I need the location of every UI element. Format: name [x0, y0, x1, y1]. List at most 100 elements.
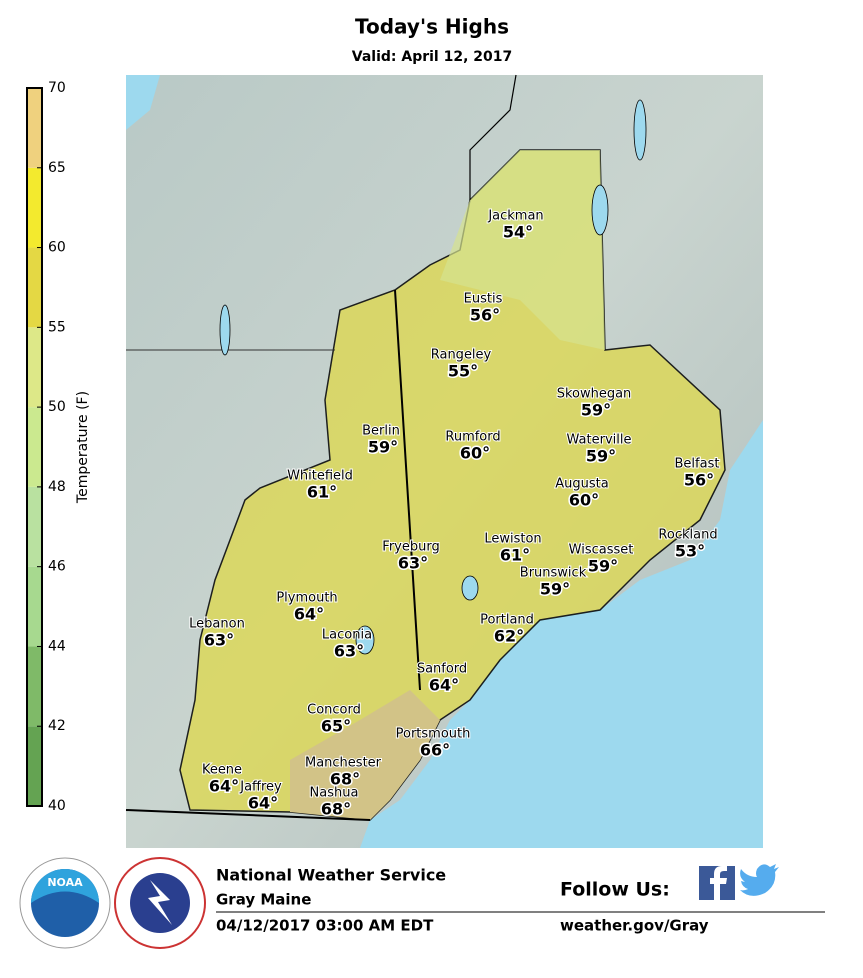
city-name: Concord — [307, 703, 361, 718]
city-temp: 63° — [398, 554, 428, 573]
city-name: Sanford — [417, 662, 467, 677]
city-name: Skowhegan — [557, 387, 632, 402]
city-name: Lewiston — [484, 532, 541, 547]
city-temp: 59° — [581, 401, 611, 420]
city-name: Jackman — [487, 209, 543, 224]
border — [469, 74, 517, 200]
city-temp: 63° — [204, 631, 234, 650]
colorbar-segment — [27, 167, 42, 248]
lake — [461, 575, 479, 601]
city-name: Belfast — [675, 457, 720, 472]
colorbar-tick-label: 42 — [48, 718, 66, 734]
city-labels: Jackman54°Eustis56°Rangeley55°Skowhegan5… — [188, 208, 720, 821]
colorbar-tick-label: 50 — [48, 399, 66, 415]
colorbar-tick-label: 70 — [48, 80, 66, 96]
city-temp: 64° — [248, 794, 278, 813]
colorbar-segment — [27, 407, 42, 487]
city-name: Augusta — [555, 477, 608, 492]
colorbar-segment — [27, 486, 42, 567]
colorbar-segment — [27, 247, 42, 328]
colorbar-frame — [26, 87, 43, 807]
city-temp: 55° — [448, 362, 478, 381]
city-temp: 53° — [675, 542, 705, 561]
state-line — [409, 529, 421, 691]
city-temp: 68° — [330, 770, 360, 789]
cool-area — [440, 150, 605, 350]
colorbar-segment — [27, 327, 42, 408]
city-temp: 63° — [334, 642, 364, 661]
city-temp: 56° — [684, 471, 714, 490]
city-name: Berlin — [362, 424, 400, 439]
noaa-logo-sky — [31, 869, 99, 903]
state-line — [125, 809, 371, 821]
city-name: Nashua — [310, 786, 359, 801]
city-temp: 60° — [460, 444, 490, 463]
colorbar-tick-label: 46 — [48, 559, 66, 575]
city-temp: 56° — [470, 306, 500, 325]
city-temp: 66° — [420, 741, 450, 760]
colorbar-segment — [27, 566, 42, 647]
subtitle: Valid: April 12, 2017 — [352, 49, 512, 65]
footer: NOAA National Weather Service Gray Maine… — [19, 857, 825, 949]
colorbar: 40 42 44 46 48 50 55 60 65 70 — [26, 80, 66, 814]
org: National Weather Service — [216, 866, 446, 885]
url[interactable]: weather.gov/Gray — [560, 917, 709, 935]
state-line — [394, 289, 411, 531]
city-name: Rumford — [445, 430, 500, 445]
colorbar-segment — [27, 726, 42, 806]
lake — [219, 304, 231, 356]
city-name: Fryeburg — [382, 540, 439, 555]
lake — [355, 625, 375, 655]
city-name: Jaffrey — [239, 780, 282, 795]
city-name: Portland — [480, 613, 534, 628]
nws-bolt — [148, 880, 172, 925]
facebook-glyph — [710, 866, 727, 900]
colorbar-tick-label: 44 — [48, 638, 66, 654]
office: Gray Maine — [216, 891, 311, 909]
lake — [591, 184, 609, 236]
city-temp: 61° — [500, 546, 530, 565]
city-name: Whitefield — [287, 469, 353, 484]
issued: 04/12/2017 03:00 AM EDT — [216, 917, 434, 935]
city-name: Brunswick — [520, 566, 587, 581]
city-temp: 62° — [494, 627, 524, 646]
lake — [126, 75, 160, 130]
city-temp: 65° — [321, 717, 351, 736]
city-temp: 61° — [307, 483, 337, 502]
city-temp: 59° — [540, 580, 570, 599]
city-name: Manchester — [305, 756, 382, 771]
city-temp: 59° — [586, 447, 616, 466]
city-name: Keene — [202, 763, 242, 778]
city-temp: 64° — [429, 676, 459, 695]
city-name: Wiscasset — [569, 543, 634, 558]
city-temp: 64° — [294, 605, 324, 624]
city-name: Portsmouth — [396, 727, 471, 742]
warm-area — [290, 690, 440, 820]
colorbar-segment — [27, 646, 42, 727]
lake — [633, 99, 647, 161]
city-temp: 64° — [209, 777, 239, 796]
city-temp: 54° — [503, 223, 533, 242]
colorbar-tick-label: 60 — [48, 240, 66, 256]
city-temp: 59° — [588, 557, 618, 576]
city-name: Rangeley — [431, 348, 492, 363]
city-name: Laconia — [322, 628, 372, 643]
city-name: Rockland — [658, 528, 717, 543]
colorbar-tick-label: 65 — [48, 160, 66, 176]
colorbar-tick-label: 55 — [48, 319, 66, 335]
colorbar-label: Temperature (F) — [75, 391, 91, 504]
city-temp: 68° — [321, 800, 351, 819]
ocean — [360, 420, 763, 848]
title: Today's Highs — [355, 15, 509, 39]
colorbar-tick-label: 40 — [48, 798, 66, 814]
colorbar-tick-label: 48 — [48, 479, 66, 495]
city-temp: 60° — [569, 491, 599, 510]
follow: Follow Us: — [560, 879, 670, 901]
twitter-icon[interactable] — [740, 864, 779, 896]
city-name: Eustis — [464, 292, 503, 307]
city-name: Lebanon — [189, 617, 245, 632]
noaa-text: NOAA — [47, 876, 83, 889]
nws-logo-inner — [130, 873, 190, 933]
colorbar-segment — [27, 88, 42, 168]
